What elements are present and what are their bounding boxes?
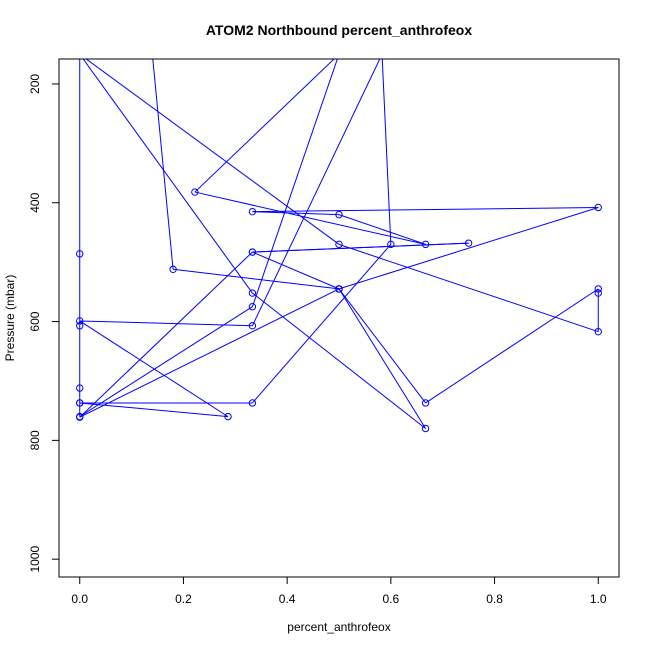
x-tick-label: 0.0	[71, 592, 88, 606]
y-tick-label: 200	[28, 74, 42, 94]
y-axis: 200 400 600 800 1000	[28, 74, 60, 573]
series-segment	[338, 214, 426, 245]
data-point	[594, 327, 602, 336]
data-point	[248, 207, 257, 216]
series-segment	[252, 251, 340, 290]
x-tick-label: 0.2	[175, 592, 192, 606]
data-point	[421, 240, 430, 249]
series-segment	[338, 243, 599, 333]
y-axis-label: Pressure (mbar)	[3, 275, 17, 362]
data-point	[421, 424, 430, 433]
data-point	[76, 399, 84, 407]
series-segment	[251, 59, 381, 326]
plot-marks	[76, 59, 602, 433]
y-tick-label: 400	[28, 192, 42, 212]
series-segment	[194, 191, 426, 245]
data-point	[76, 250, 84, 258]
data-point	[76, 384, 84, 392]
x-tick-label: 0.6	[383, 592, 400, 606]
series-segment	[251, 59, 338, 307]
series-segment	[173, 268, 340, 290]
series-segment	[425, 288, 599, 404]
x-tick-label: 1.0	[590, 592, 607, 606]
series-segment	[82, 59, 253, 294]
plot-frame	[58, 58, 620, 578]
data-point	[594, 285, 602, 293]
series-segment	[338, 288, 427, 429]
data-point	[191, 188, 199, 196]
x-tick-label: 0.4	[279, 592, 296, 606]
data-point	[76, 413, 84, 421]
series-segment	[79, 306, 253, 418]
x-axis: 0.0 0.2 0.4 0.6 0.8 1.0	[71, 576, 607, 606]
x-tick-label: 0.8	[486, 592, 503, 606]
series-segment	[252, 211, 340, 216]
data-point	[76, 322, 84, 330]
series-segment	[79, 320, 229, 418]
series-segment	[252, 242, 469, 253]
data-point	[224, 412, 232, 421]
data-point	[248, 322, 257, 330]
data-point	[594, 203, 602, 212]
series-segment	[252, 292, 426, 429]
series-segment	[79, 251, 253, 418]
series-segment	[252, 207, 599, 213]
series-segment	[338, 288, 426, 404]
series-segment	[338, 207, 599, 290]
data-point	[421, 399, 430, 407]
data-point	[248, 303, 257, 311]
data-point	[248, 289, 257, 297]
y-tick-label: 800	[28, 430, 42, 450]
y-tick-label: 1000	[28, 546, 42, 573]
data-point	[335, 285, 343, 293]
series-segment	[381, 59, 392, 245]
y-tick-label: 600	[28, 311, 42, 331]
data-point	[248, 399, 257, 407]
data-point	[335, 240, 343, 249]
plot-area	[76, 59, 602, 433]
series-segment	[79, 288, 340, 418]
series-segment	[152, 59, 174, 270]
data-point	[169, 265, 177, 273]
series-segment	[79, 402, 229, 418]
data-point	[248, 248, 257, 256]
x-axis-label: percent_anthrofeox	[287, 620, 390, 634]
data-point	[464, 239, 473, 247]
data-point	[335, 210, 343, 219]
data-point	[594, 289, 602, 297]
data-point	[387, 240, 395, 249]
series-segment	[252, 244, 392, 404]
data-point	[76, 317, 84, 325]
series-segment	[194, 59, 335, 193]
chart-title: ATOM2 Northbound percent_anthrofeox	[206, 22, 472, 38]
